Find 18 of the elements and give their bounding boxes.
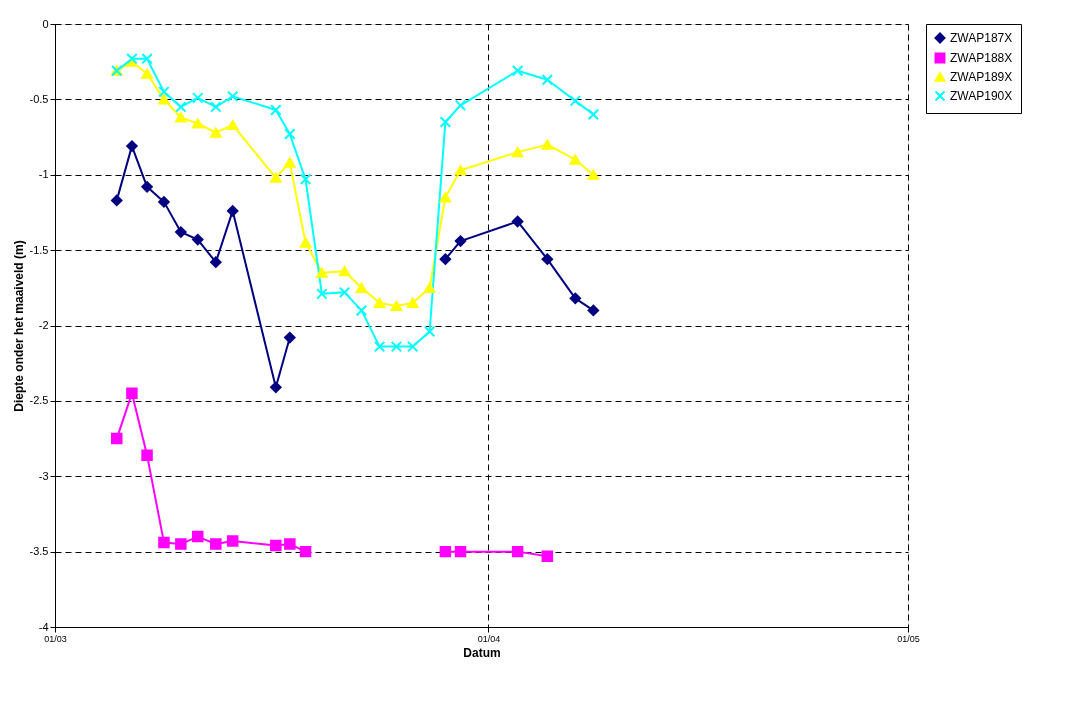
- legend-label: ZWAP187X: [950, 31, 1013, 45]
- y-tick-label: -1: [38, 168, 49, 181]
- legend-label: ZWAP189X: [950, 70, 1013, 84]
- y-tick-label: -2.5: [29, 394, 49, 407]
- x-tick-label: 01/05: [897, 633, 920, 644]
- y-tick-label: -3: [38, 469, 49, 482]
- y-tick-label: -3.5: [29, 545, 49, 558]
- y-tick-label: -1.5: [29, 243, 49, 256]
- x-tick-label: 01/03: [44, 633, 67, 644]
- y-axis-title: Diepte onder het maaiveld (m): [11, 240, 26, 412]
- y-tick-label: -4: [38, 620, 49, 633]
- y-tick-label: -2: [38, 319, 49, 331]
- x-tick-label: 01/04: [477, 633, 501, 644]
- y-tick-label: 0: [42, 17, 49, 30]
- legend-label: ZWAP188X: [950, 51, 1013, 65]
- legend-label: ZWAP190X: [950, 89, 1013, 103]
- y-tick-label: -0.5: [29, 92, 49, 105]
- x-axis-title: Datum: [463, 645, 501, 660]
